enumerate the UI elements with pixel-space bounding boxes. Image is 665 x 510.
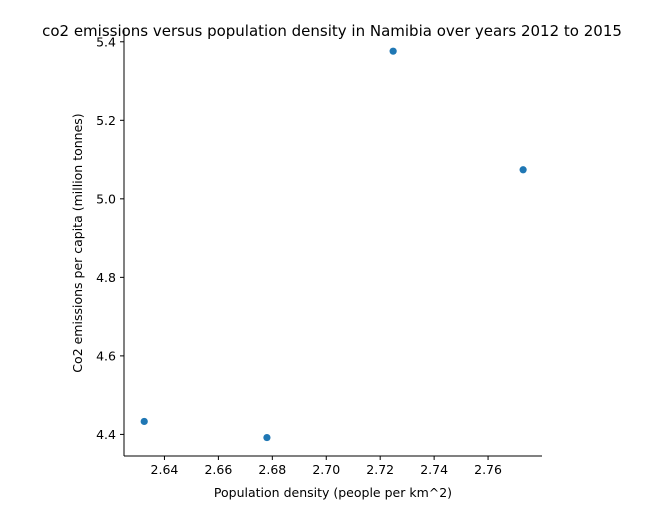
scatter-point-2 [263, 433, 271, 442]
x-axis-label: Population density (people per km^2) [214, 485, 452, 500]
y-axis-label: Co2 emissions per capita (million tonnes… [70, 113, 85, 372]
y-axis-ticks: 4.4 4.6 4.8 5.0 5.2 5.4 [96, 34, 124, 442]
chart-title: co2 emissions versus population density … [42, 22, 622, 40]
scatter-point-3 [389, 47, 397, 55]
y-tick-label: 4.6 [96, 348, 116, 363]
x-tick-label: 2.66 [204, 462, 232, 477]
x-tick-label: 2.72 [366, 462, 394, 477]
x-axis-ticks: 2.64 2.66 2.68 2.70 2.72 2.74 2.76 [151, 456, 502, 477]
scatter-points [140, 47, 527, 442]
y-tick-label: 5.2 [96, 113, 116, 128]
y-tick-label: 5.4 [96, 34, 116, 49]
scatter-point-4 [519, 166, 527, 174]
x-tick-label: 2.70 [312, 462, 340, 477]
y-tick-label: 4.8 [96, 270, 116, 285]
x-tick-label: 2.76 [474, 462, 502, 477]
y-tick-label: 5.0 [96, 191, 116, 206]
x-tick-label: 2.68 [258, 462, 286, 477]
x-tick-label: 2.64 [151, 462, 179, 477]
scatter-point-1 [140, 417, 148, 426]
x-tick-label: 2.74 [420, 462, 448, 477]
y-tick-label: 4.4 [96, 427, 116, 442]
